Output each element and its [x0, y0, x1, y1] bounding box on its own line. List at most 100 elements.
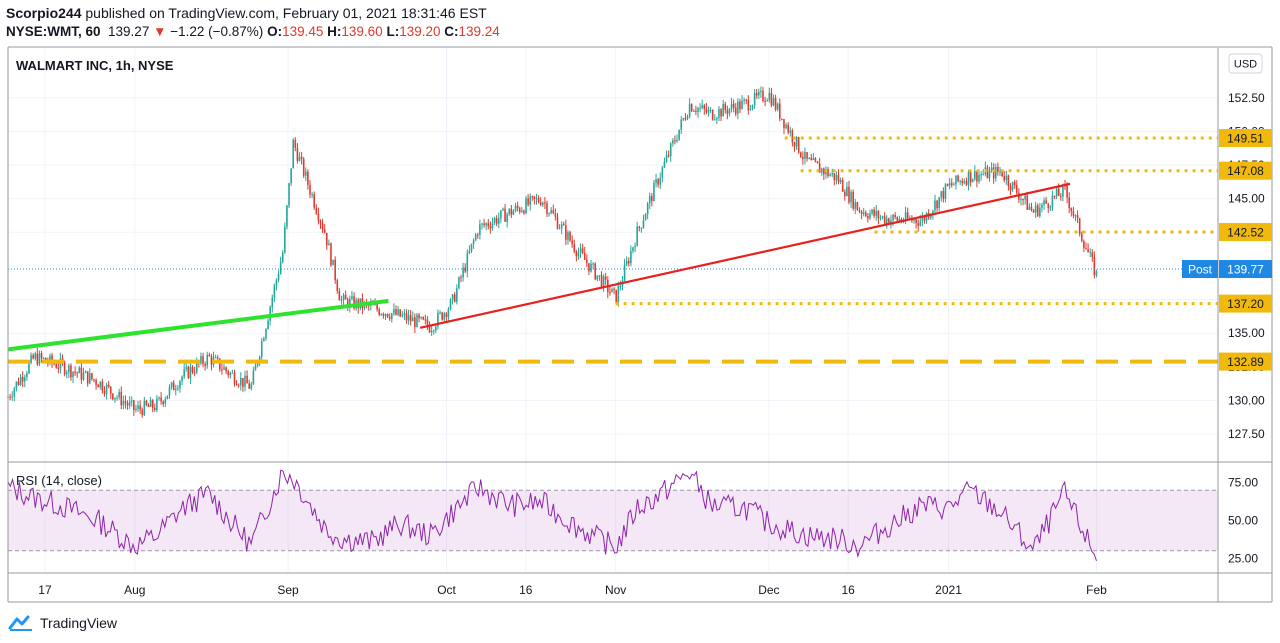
tradingview-icon: [8, 615, 32, 631]
rsi-tick-label: 75.00: [1228, 476, 1258, 490]
candle-body: [1028, 206, 1031, 210]
candle-body: [351, 296, 353, 299]
candle-body: [762, 90, 764, 101]
candle-body: [170, 382, 173, 388]
candle-body: [68, 365, 70, 373]
candle-body: [625, 260, 628, 265]
candle-body: [1022, 199, 1024, 201]
candle-body: [518, 208, 521, 212]
post-tag-label: Post: [1188, 263, 1213, 277]
candle-body: [1026, 195, 1029, 210]
candle-body: [734, 107, 737, 114]
candle-body: [284, 226, 286, 253]
candle-body: [588, 263, 590, 272]
candle-body: [693, 110, 695, 112]
candle-body: [703, 105, 706, 109]
candle-body: [344, 294, 347, 300]
candle-body: [921, 216, 924, 221]
candle-body: [40, 353, 43, 359]
candle-body: [686, 116, 689, 120]
candle-body: [342, 294, 345, 301]
candle-body: [915, 219, 917, 224]
candle-body: [976, 171, 978, 182]
pane-frames: [7, 46, 1273, 603]
author-name[interactable]: Scorpio244: [6, 5, 82, 21]
candle-body: [11, 396, 13, 398]
candle-body: [1007, 175, 1010, 186]
candle-body: [651, 196, 653, 202]
candle-body: [795, 137, 798, 147]
candle-body: [286, 205, 288, 227]
candle-body: [720, 109, 722, 117]
candle-body: [395, 309, 397, 315]
candle-body: [531, 196, 534, 198]
candle-body: [697, 108, 699, 112]
candle-body: [948, 183, 951, 186]
post-price-label: 139.77: [1227, 263, 1264, 277]
rsi-tick-label: 50.00: [1228, 514, 1258, 528]
candle-body: [1055, 188, 1058, 197]
candle-body: [231, 372, 234, 374]
candle-body: [713, 119, 716, 121]
candle-body: [548, 213, 550, 215]
candle-body: [808, 158, 810, 160]
candle-body: [516, 205, 519, 209]
candle-body: [208, 354, 211, 357]
candle-body: [883, 216, 886, 224]
candle-body: [885, 218, 888, 224]
candle-body: [1070, 208, 1073, 212]
candle-body: [1041, 204, 1043, 208]
candle-body: [460, 277, 462, 279]
candle-body: [307, 171, 309, 185]
candle-body: [934, 200, 936, 211]
candle-body: [166, 395, 169, 400]
candle-body: [953, 184, 955, 186]
candle-body: [669, 143, 672, 157]
candle-body: [42, 357, 45, 359]
candle-body: [93, 379, 95, 381]
currency-button[interactable]: [1228, 53, 1263, 74]
candle-body: [172, 382, 175, 391]
candle-body: [898, 219, 901, 221]
currency-label: USD: [1234, 59, 1257, 71]
candle-body: [957, 175, 959, 182]
candle-body: [407, 315, 410, 321]
candle-body: [229, 372, 232, 376]
candle-body: [279, 262, 282, 274]
candle-body: [971, 179, 974, 183]
candle-body: [382, 314, 385, 316]
candle-body: [598, 275, 601, 277]
candle-body: [550, 210, 552, 214]
candle-body: [380, 314, 383, 316]
candle-body: [390, 313, 393, 319]
candle-body: [854, 202, 857, 209]
candle-body: [554, 213, 557, 217]
candle-body: [871, 209, 873, 214]
down-arrow-icon: ▼: [153, 24, 167, 39]
candle-body: [950, 183, 953, 186]
candle-body: [781, 118, 783, 120]
candle-body: [145, 400, 148, 406]
candle-body: [260, 341, 263, 358]
candle-body: [737, 101, 739, 114]
candle-body: [487, 223, 490, 227]
candle-body: [273, 285, 276, 298]
candle-body: [334, 259, 336, 281]
candle-body: [321, 223, 324, 230]
candle-body: [569, 232, 571, 241]
candle-body: [556, 216, 559, 229]
candle-body: [411, 317, 414, 322]
candle-body: [225, 367, 227, 372]
candle-body: [596, 275, 599, 280]
candle-body: [290, 168, 292, 184]
price-change: −1.22 (−0.87%): [170, 24, 264, 39]
candle-body: [275, 279, 278, 286]
candle-body: [185, 366, 188, 370]
close-value: 139.24: [458, 24, 500, 39]
candle-body: [990, 167, 993, 171]
tradingview-logo[interactable]: TradingView: [8, 614, 117, 632]
candle-body: [648, 196, 651, 204]
candle-body: [1030, 206, 1033, 211]
candle-body: [325, 232, 328, 246]
